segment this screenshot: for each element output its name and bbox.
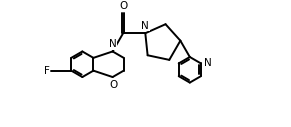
Text: N: N <box>141 21 149 31</box>
Text: F: F <box>44 66 50 76</box>
Text: O: O <box>110 80 118 90</box>
Text: N: N <box>203 58 211 68</box>
Text: N: N <box>109 39 116 49</box>
Text: O: O <box>119 1 127 11</box>
